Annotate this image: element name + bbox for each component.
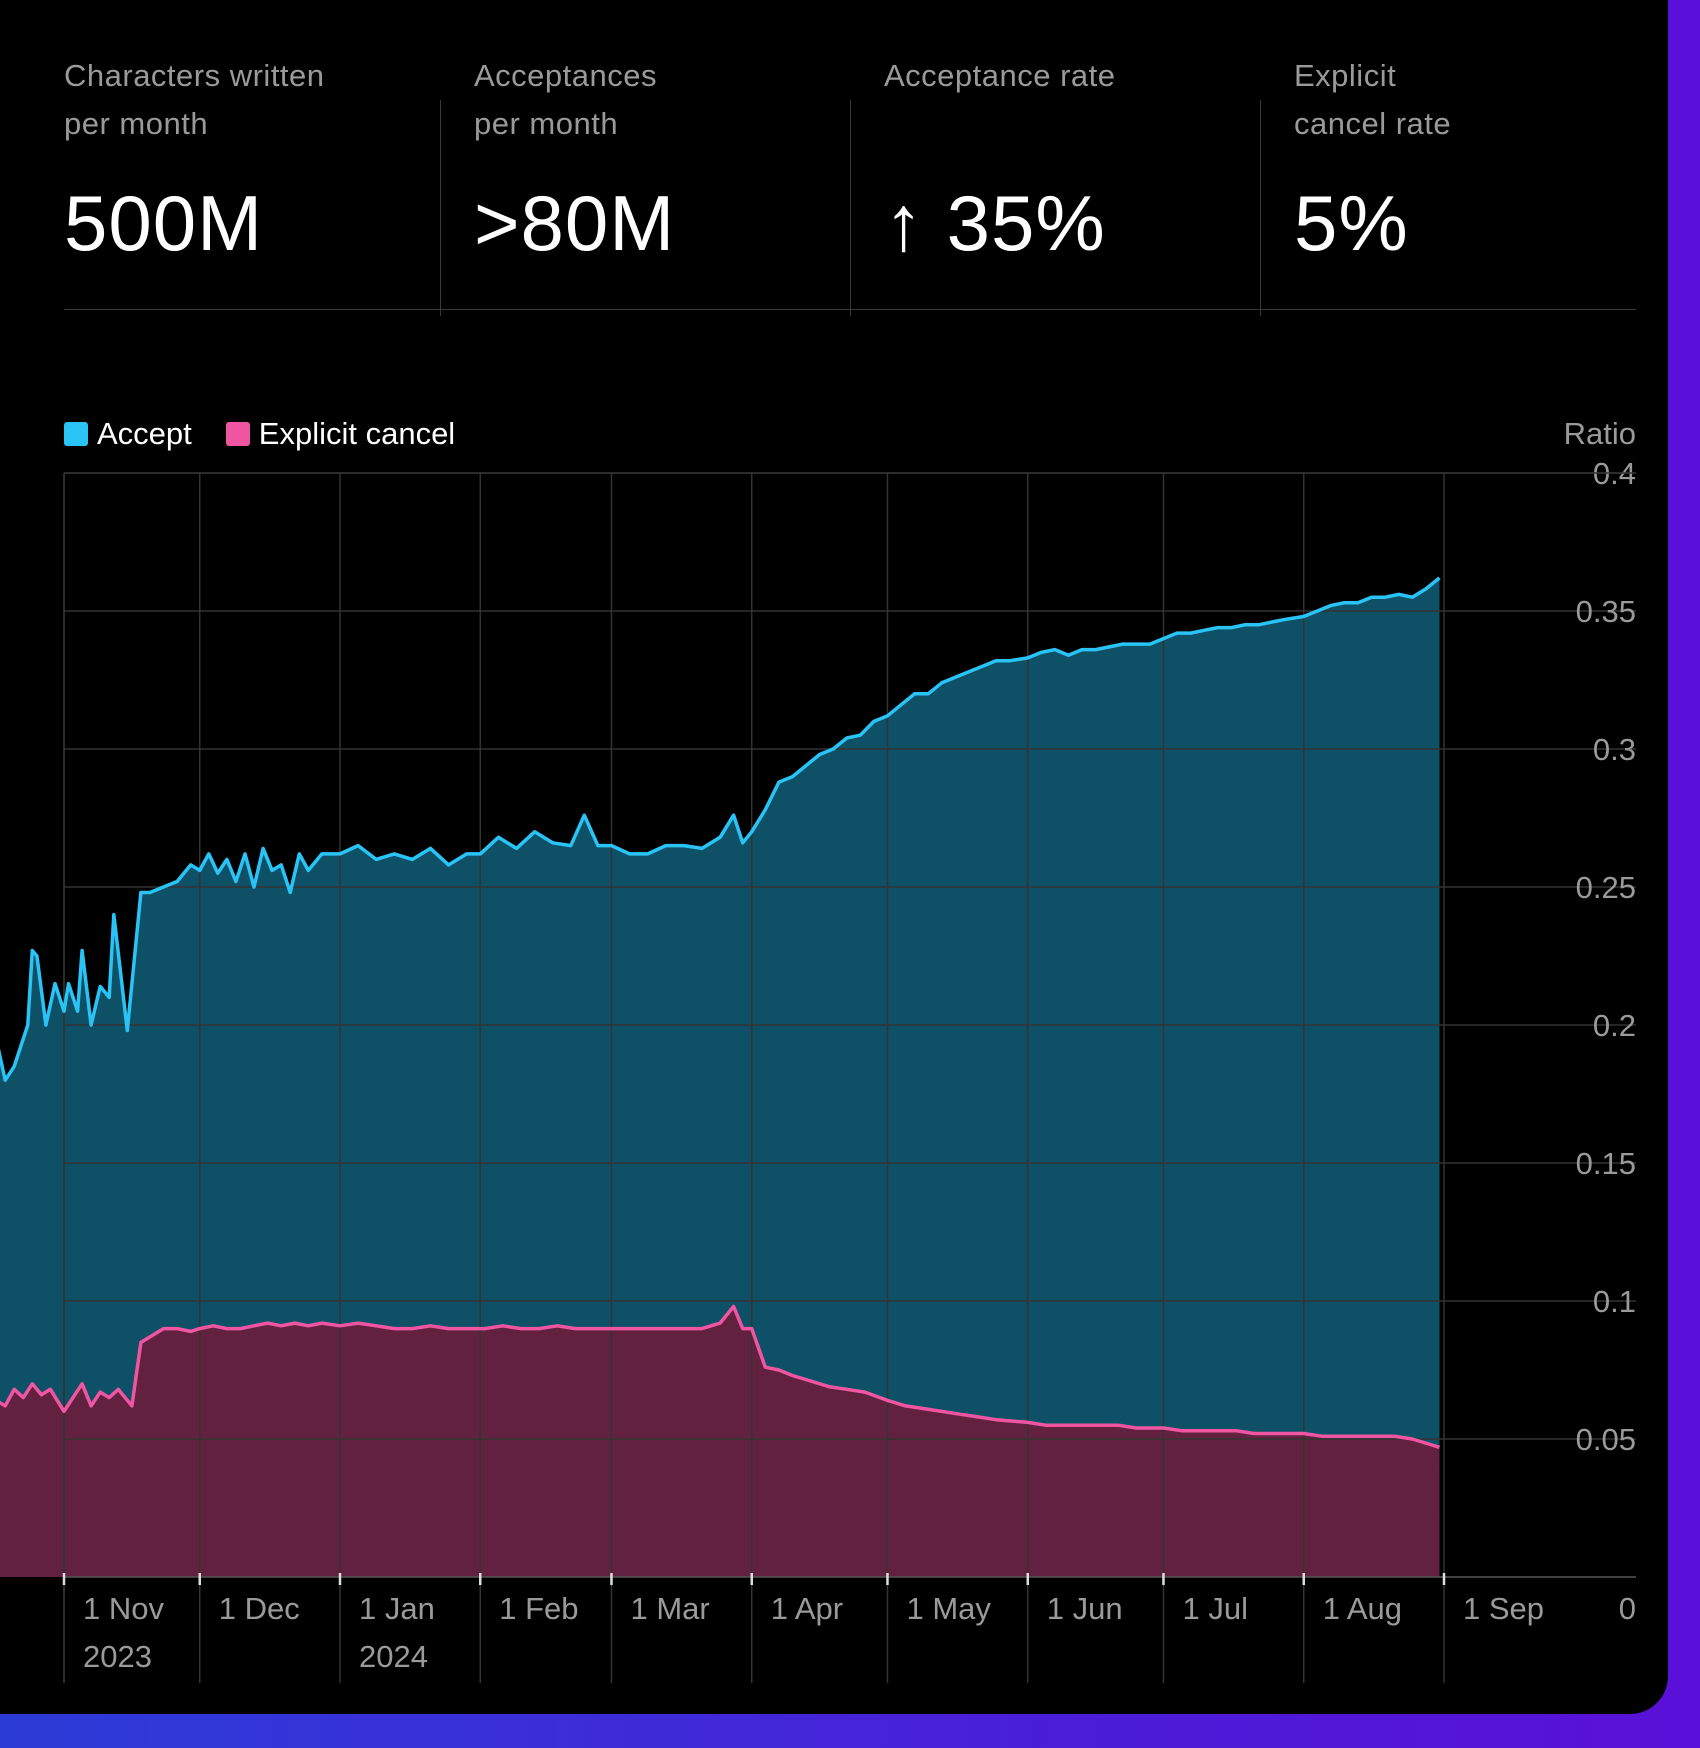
legend-swatch-accept: [64, 422, 88, 446]
y-tick-label: 0.25: [1576, 870, 1636, 905]
stats-card: Characters written per month 500M Accept…: [0, 0, 1668, 1714]
legend-label-explicit-cancel: Explicit cancel: [258, 416, 456, 451]
x-tick-sublabel: 2024: [359, 1639, 428, 1674]
stats-row: Characters written per month 500M Accept…: [64, 52, 1636, 316]
x-tick-label: 1 Sep: [1463, 1591, 1544, 1626]
stat-divider: [850, 100, 851, 316]
area-chart: 0.050.10.150.20.250.30.350.401 Nov20231 …: [0, 456, 1636, 1683]
stat-value: 5%: [1294, 179, 1409, 267]
y-tick-label: 0.1: [1593, 1284, 1636, 1319]
x-tick-label: 1 Nov: [83, 1591, 164, 1626]
x-tick-label: 1 Dec: [219, 1591, 300, 1626]
x-tick-sublabel: 2023: [83, 1639, 152, 1674]
stat-explicit-cancel-rate: Explicit cancel rate 5%: [1294, 52, 1674, 267]
stat-label: Characters written per month: [64, 58, 325, 141]
stat-acceptances: Acceptances per month >80M: [474, 52, 854, 267]
legend-label-accept: Accept: [97, 416, 192, 451]
y-tick-label: 0: [1619, 1591, 1636, 1626]
y-axis-title: Ratio: [1563, 416, 1636, 451]
y-tick-label: 0.3: [1593, 732, 1636, 767]
chart-legend: Accept Explicit cancel: [64, 412, 489, 456]
explicit-cancel-area: [0, 1306, 1440, 1577]
stat-acceptance-rate: Acceptance rate ↑ 35%: [884, 52, 1264, 267]
stat-label: Acceptances per month: [474, 58, 657, 141]
legend-item-explicit-cancel: Explicit cancel: [225, 416, 456, 452]
stat-value: >80M: [474, 179, 676, 267]
x-tick-label: 1 May: [906, 1591, 991, 1626]
stat-divider: [1260, 100, 1261, 316]
y-tick-label: 0.35: [1576, 594, 1636, 629]
x-tick-label: 1 Feb: [499, 1591, 578, 1626]
legend-swatch-explicit-cancel: [225, 422, 250, 446]
stat-value: 500M: [64, 179, 264, 267]
explicit-cancel-series-line: [0, 1304, 1441, 1449]
y-tick-label: 0.15: [1576, 1146, 1636, 1181]
y-tick-label: 0.05: [1576, 1422, 1636, 1457]
accept-series-line: [0, 576, 1441, 1082]
x-tick-label: 1 Mar: [630, 1591, 709, 1626]
x-tick-label: 1 Jul: [1182, 1591, 1247, 1626]
legend-item-accept: Accept: [64, 416, 192, 452]
x-tick-label: 1 Jun: [1047, 1591, 1123, 1626]
x-tick-label: 1 Apr: [771, 1591, 843, 1626]
stat-label: Explicit cancel rate: [1294, 58, 1452, 141]
stats-divider-rule: [64, 309, 1636, 310]
x-tick-label: 1 Aug: [1323, 1591, 1402, 1626]
stat-characters-written: Characters written per month 500M: [64, 52, 444, 267]
x-tick-label: 1 Jan: [359, 1591, 435, 1626]
stat-label: Acceptance rate: [884, 58, 1116, 93]
stat-divider: [440, 100, 441, 316]
stat-value: ↑ 35%: [884, 179, 1106, 267]
y-tick-label: 0.2: [1593, 1008, 1636, 1043]
